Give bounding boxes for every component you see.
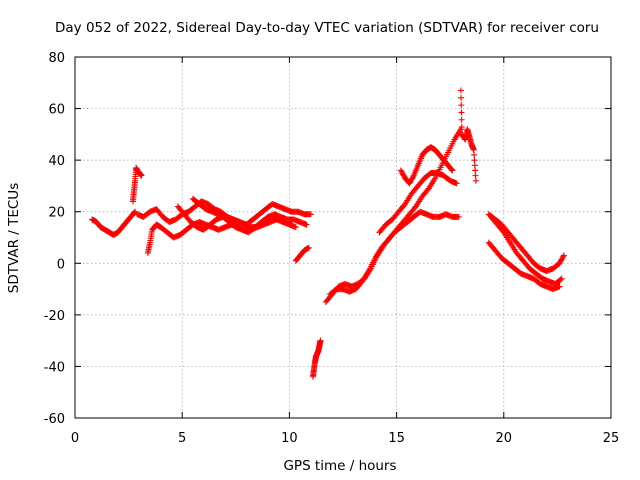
data-point xyxy=(558,256,565,263)
data-point xyxy=(470,146,477,153)
series-arc-rise-d xyxy=(397,144,456,187)
series-arc-evening-c xyxy=(485,239,563,293)
data-point xyxy=(557,276,564,283)
data-point xyxy=(398,168,405,175)
data-point xyxy=(472,177,479,184)
data-point xyxy=(409,175,416,182)
data-point xyxy=(458,94,465,101)
y-tick-label: 40 xyxy=(48,154,65,169)
data-point xyxy=(471,162,478,169)
data-point xyxy=(457,87,464,94)
data-point xyxy=(449,167,456,174)
data-point xyxy=(303,221,310,228)
data-point xyxy=(472,167,479,174)
data-point xyxy=(499,228,506,235)
series-arc-early xyxy=(89,208,139,238)
data-point xyxy=(358,279,365,286)
data-points xyxy=(89,87,567,380)
data-point xyxy=(556,260,563,267)
data-point xyxy=(407,179,414,186)
grid-lines xyxy=(75,57,611,418)
axis-ticks: 0 5 10 15 20 25 -60 -40 -20 0 20 40 60 80 xyxy=(44,51,620,446)
data-point xyxy=(401,202,408,209)
data-point xyxy=(458,102,465,109)
data-point xyxy=(397,167,404,174)
data-point xyxy=(560,252,567,259)
x-tick-label: 5 xyxy=(178,431,186,446)
data-point xyxy=(411,204,418,211)
data-point xyxy=(455,213,462,220)
y-tick-label: -20 xyxy=(44,309,65,324)
data-point xyxy=(400,171,407,178)
data-point xyxy=(458,124,465,131)
data-point xyxy=(560,253,567,260)
data-point xyxy=(557,257,564,264)
x-tick-label: 25 xyxy=(603,431,620,446)
x-tick-label: 10 xyxy=(281,431,298,446)
data-point xyxy=(471,157,478,164)
series-arc-rise-c xyxy=(376,170,460,236)
data-point xyxy=(307,211,314,218)
y-tick-label: -40 xyxy=(44,360,65,375)
data-point xyxy=(559,255,566,262)
data-point xyxy=(400,172,407,179)
data-point xyxy=(410,173,417,180)
data-point xyxy=(458,116,465,123)
x-tick-label: 0 xyxy=(71,431,79,446)
data-point xyxy=(305,244,312,251)
y-tick-label: 80 xyxy=(48,51,65,66)
y-axis-label: SDTVAR / TECUs xyxy=(6,183,22,293)
data-point xyxy=(317,337,324,344)
data-point xyxy=(138,172,145,179)
data-point xyxy=(399,170,406,177)
series-arc-spike xyxy=(129,164,145,205)
data-point xyxy=(424,186,431,193)
data-point xyxy=(472,172,479,179)
series-arc-rise-b xyxy=(327,208,462,298)
data-point xyxy=(458,109,465,116)
data-point xyxy=(556,283,563,290)
data-point xyxy=(558,275,565,282)
series-arc-dip xyxy=(309,337,324,380)
y-tick-label: -60 xyxy=(44,412,65,427)
series-arc-morning-d xyxy=(189,195,280,231)
y-tick-label: 20 xyxy=(48,206,65,221)
series-arc-evening-b xyxy=(487,213,565,287)
series-arc-top xyxy=(457,87,479,184)
data-point xyxy=(273,216,280,223)
data-point xyxy=(453,180,460,187)
plot-frame xyxy=(74,56,612,419)
x-tick-label: 15 xyxy=(388,431,405,446)
x-axis-label: GPS time / hours xyxy=(283,458,396,474)
series-arc-short xyxy=(292,244,312,264)
y-tick-label: 60 xyxy=(48,103,65,118)
y-tick-label: 0 xyxy=(57,257,65,272)
data-point xyxy=(448,166,455,173)
data-point xyxy=(292,224,299,231)
x-tick-label: 20 xyxy=(496,431,513,446)
chart-title: Day 052 of 2022, Sidereal Day-to-day VTE… xyxy=(55,20,599,36)
data-point xyxy=(408,176,415,183)
data-point xyxy=(406,180,413,187)
data-point xyxy=(407,177,414,184)
data-point xyxy=(471,151,478,158)
data-point xyxy=(557,258,564,265)
